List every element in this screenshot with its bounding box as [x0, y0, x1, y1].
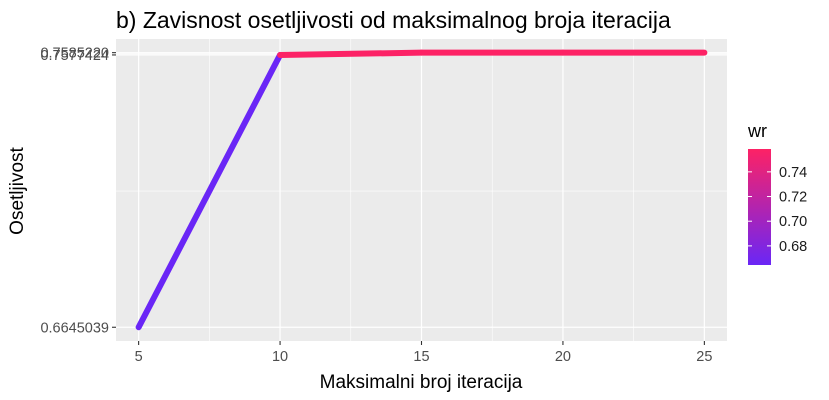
legend: wr 0.68 0.70 0.72 0.74: [747, 121, 807, 265]
legend-tick-label: 0.70: [779, 214, 807, 230]
x-tick-label: 10: [272, 349, 288, 365]
chart-title: b) Zavisnost osetljivosti od maksimalnog…: [116, 7, 671, 33]
x-axis-title: Maksimalni broj iteracija: [320, 372, 523, 393]
legend-title: wr: [747, 121, 767, 141]
legend-tick-label: 0.74: [779, 165, 807, 181]
series-lines: [135, 49, 708, 331]
x-tick-label: 25: [696, 349, 712, 365]
x-tick-label: 20: [555, 349, 571, 365]
x-axis: 5 10 15 20 25: [135, 341, 712, 365]
x-tick-label: 5: [135, 349, 143, 365]
legend-tick-label: 0.68: [779, 239, 807, 255]
x-tick-label: 15: [413, 349, 429, 365]
series-line-segment: [135, 51, 284, 331]
y-tick-label: 0.7585220: [40, 46, 109, 62]
y-tick-label: 0.7577424: [40, 48, 109, 64]
y-tick-label: 0.6645039: [40, 320, 109, 336]
series-line-segment: [277, 49, 425, 58]
legend-tick-label: 0.72: [779, 190, 807, 206]
y-axis-title: Osetljivost: [7, 146, 28, 234]
legend-colorbar: [748, 149, 771, 265]
